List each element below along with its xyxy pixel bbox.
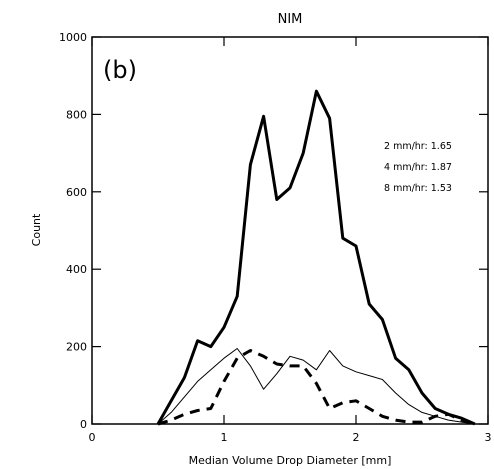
y-tick-label: 800 — [66, 108, 87, 121]
series-group — [156, 89, 476, 426]
x-tick-label: 1 — [221, 431, 228, 444]
y-tick-label: 600 — [66, 186, 87, 199]
annotation-block: 2 mm/hr: 1.65 4 mm/hr: 1.87 8 mm/hr: 1.5… — [384, 141, 452, 194]
x-axis-ticks: 0 1 2 3 — [89, 37, 492, 444]
annotation-2mm: 2 mm/hr: 1.65 — [384, 141, 452, 152]
series-line-4mm — [157, 348, 475, 425]
y-tick-label: 0 — [80, 418, 87, 431]
y-tick-label: 1000 — [59, 31, 87, 44]
x-axis-label: Median Volume Drop Diameter [mm] — [189, 454, 392, 467]
x-tick-label: 3 — [485, 431, 492, 444]
panel-label: (b) — [103, 56, 137, 84]
plot-frame — [91, 36, 489, 425]
series-line-8mm — [157, 349, 476, 426]
y-axis-ticks: 0 200 400 600 800 1000 — [59, 31, 488, 431]
x-tick-label: 2 — [353, 431, 360, 444]
series-line-2mm — [156, 89, 476, 426]
y-axis-label: Count — [30, 213, 43, 246]
chart-title: NIM — [278, 12, 303, 27]
annotation-8mm: 8 mm/hr: 1.53 — [384, 183, 452, 194]
x-tick-label: 0 — [89, 431, 96, 444]
y-tick-label: 400 — [66, 263, 87, 276]
annotation-4mm: 4 mm/hr: 1.87 — [384, 162, 452, 173]
y-tick-label: 200 — [66, 341, 87, 354]
